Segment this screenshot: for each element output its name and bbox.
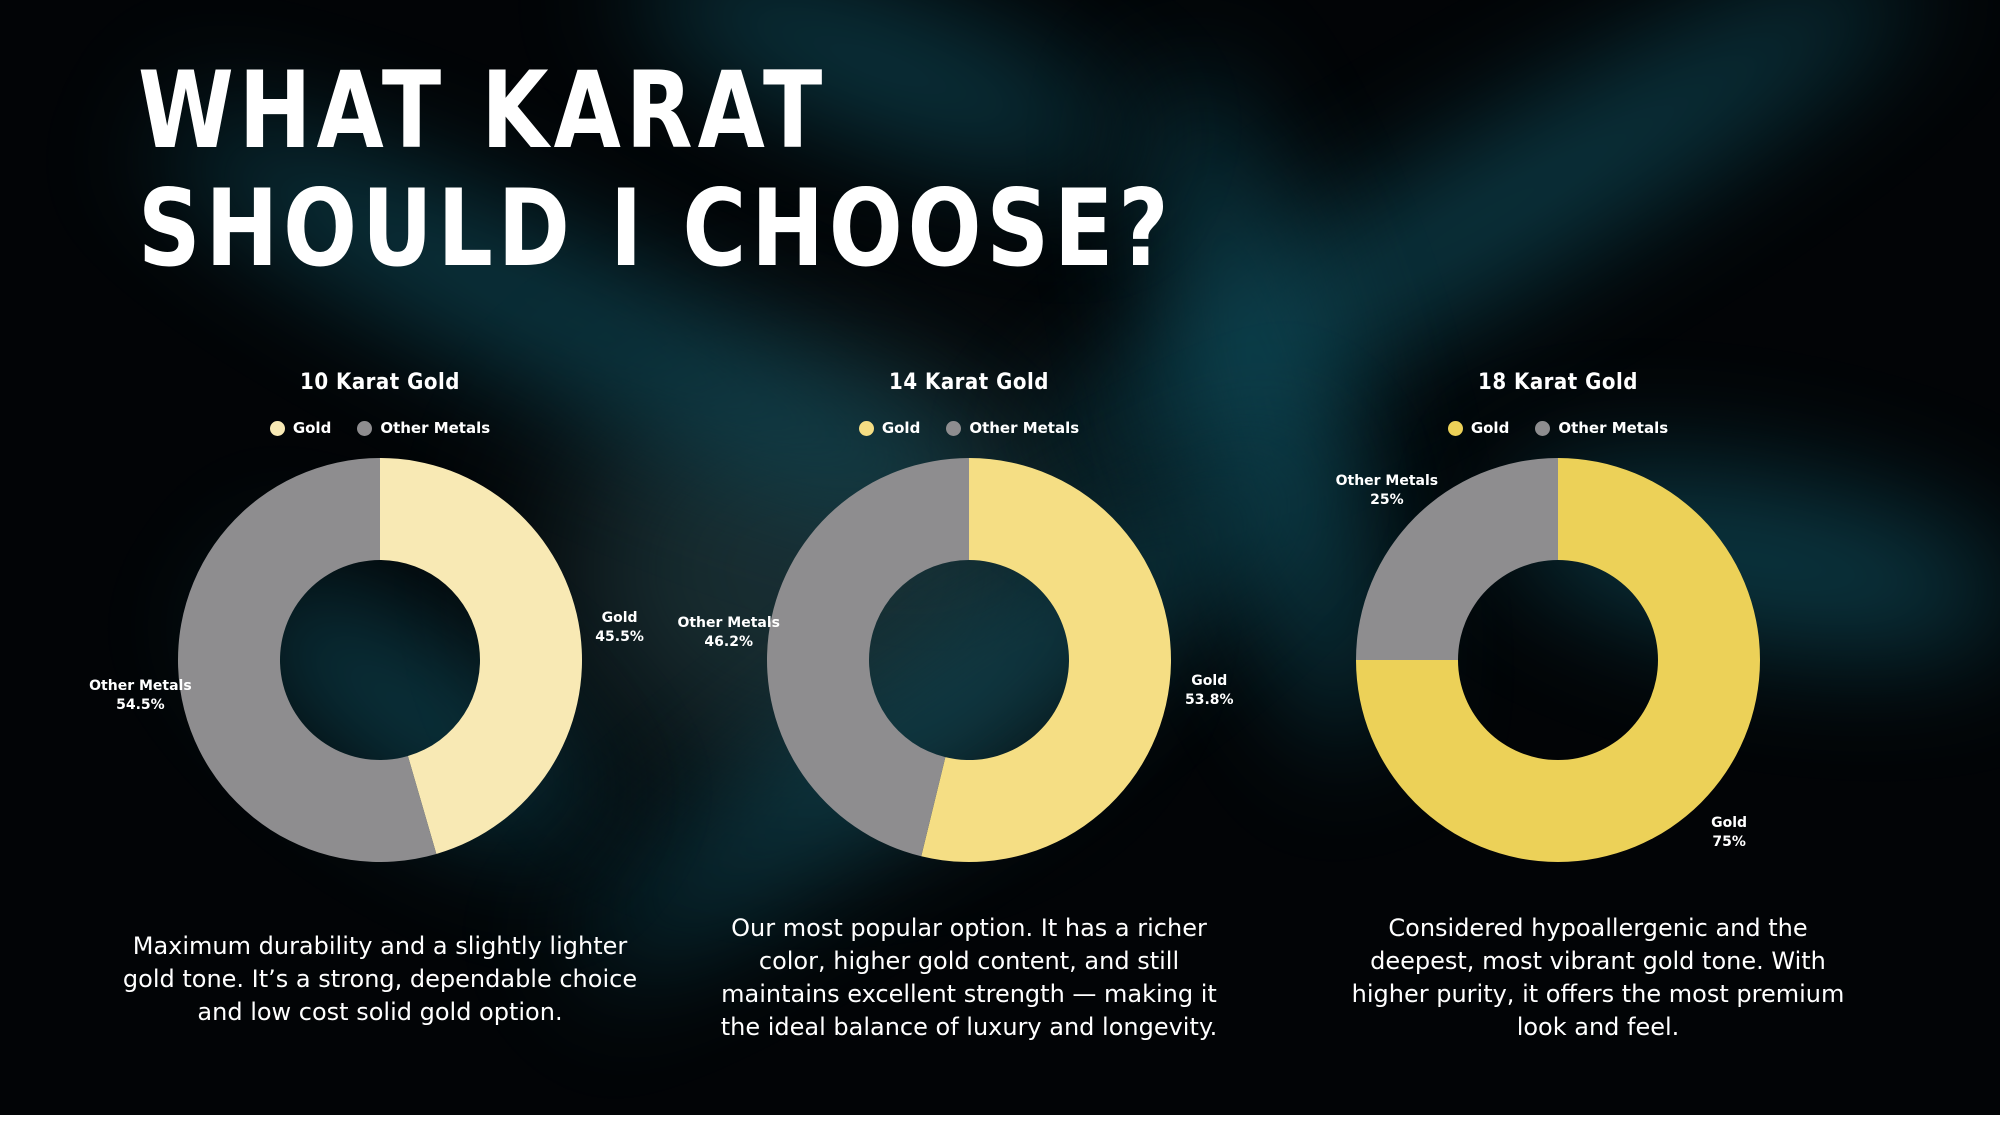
legend-swatch-gold [269,420,285,436]
legend-18k: Gold Other Metals [1358,419,1758,437]
data-label-value: 25% [1370,492,1404,508]
slice-other-metals [1356,458,1558,660]
legend-entry-other-metals: Other Metals [946,419,1079,437]
data-label-value: 54.5% [116,697,165,713]
legend-entry-gold: Gold [1447,419,1510,437]
legend-label-other-metals: Other Metals [969,419,1080,437]
legend-entry-gold: Gold [269,419,332,437]
slice-gold [921,458,1171,862]
legend-label-gold: Gold [1470,419,1510,437]
legend-swatch-gold [1447,420,1463,436]
legend-swatch-other-metals [946,420,962,436]
legend-10k: Gold Other Metals [180,419,580,437]
data-label-name: Other Metals [677,615,780,631]
data-label-name: Other Metals [1336,473,1439,489]
legend-14k: Gold Other Metals [769,419,1169,437]
slice-other-metals [177,458,437,862]
bottom-strip [0,1115,2000,1125]
chart-title-18k: 18 Karat Gold [1478,370,1638,395]
data-label-value: 45.5% [595,629,644,645]
legend-label-other-metals: Other Metals [1558,419,1669,437]
title-line-2: SHOULD I CHOOSE? [138,167,1174,290]
legend-swatch-other-metals [1535,420,1551,436]
page-title: WHAT KARAT SHOULD I CHOOSE? [138,52,1174,288]
title-line-1: WHAT KARAT [138,49,828,172]
data-label-value: 75% [1712,834,1746,850]
legend-entry-gold: Gold [858,419,921,437]
legend-swatch-gold [858,420,874,436]
chart-title-14k: 14 Karat Gold [889,370,1049,395]
data-label-name: Gold [1711,815,1747,831]
data-label-name: Other Metals [89,678,192,694]
legend-label-gold: Gold [292,419,332,437]
chart-title-10k: 10 Karat Gold [300,370,460,395]
description-10k: Maximum durability and a slightly lighte… [122,932,638,1026]
data-label-value: 53.8% [1185,692,1234,708]
data-label-name: Gold [602,610,638,626]
slice-other-metals [767,458,969,857]
legend-entry-other-metals: Other Metals [1535,419,1668,437]
legend-label-other-metals: Other Metals [380,419,491,437]
data-label-value: 46.2% [704,634,753,650]
data-label-name: Gold [1191,673,1227,689]
slice-gold [1356,458,1760,862]
slice-gold [380,458,582,854]
legend-entry-other-metals: Other Metals [357,419,490,437]
legend-label-gold: Gold [881,419,921,437]
legend-swatch-other-metals [357,420,373,436]
description-18k: Considered hypoallergenic and the deepes… [1351,914,1845,1041]
description-14k: Our most popular option. It has a richer… [720,914,1218,1041]
